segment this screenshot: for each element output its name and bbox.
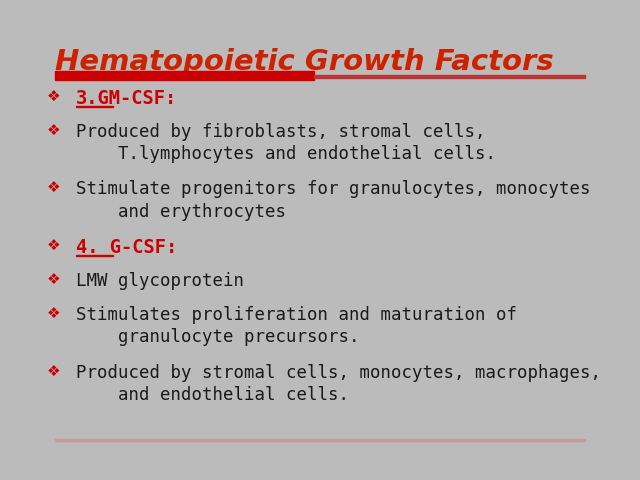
Bar (55, 71, 314, 80)
Bar (76, 106, 113, 107)
Text: Stimulate progenitors for granulocytes, monocytes
    and erythrocytes: Stimulate progenitors for granulocytes, … (76, 180, 591, 221)
Text: ❖: ❖ (46, 364, 60, 379)
Text: ❖: ❖ (46, 180, 60, 195)
Text: ❖: ❖ (46, 238, 60, 253)
Text: ❖: ❖ (46, 272, 60, 287)
Text: Produced by fibroblasts, stromal cells,
    T.lymphocytes and endothelial cells.: Produced by fibroblasts, stromal cells, … (76, 123, 497, 163)
Text: ❖: ❖ (46, 306, 60, 321)
Bar (76, 255, 113, 256)
Text: Produced by stromal cells, monocytes, macrophages,
    and endothelial cells.: Produced by stromal cells, monocytes, ma… (76, 364, 602, 404)
Bar (314, 75, 585, 78)
Text: ❖: ❖ (46, 89, 60, 104)
Text: 4. G-CSF:: 4. G-CSF: (76, 238, 178, 257)
Text: LMW glycoprotein: LMW glycoprotein (76, 272, 244, 290)
Text: Hematopoietic Growth Factors: Hematopoietic Growth Factors (55, 48, 554, 76)
Text: 3.GM-CSF:: 3.GM-CSF: (76, 89, 178, 108)
Bar (55, 439, 585, 441)
Text: ❖: ❖ (46, 123, 60, 138)
Text: Stimulates proliferation and maturation of
    granulocyte precursors.: Stimulates proliferation and maturation … (76, 306, 517, 346)
